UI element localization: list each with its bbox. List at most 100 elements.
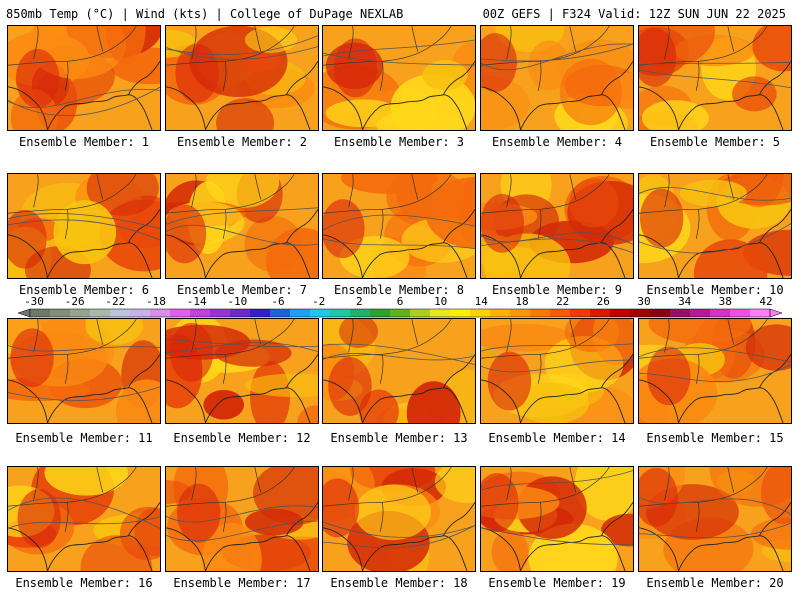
colorbar-swatch [70,309,91,317]
colorbar-swatch [750,309,771,317]
colorbar-swatch [230,309,251,317]
ensemble-map-panel [322,25,476,131]
colorbar-swatch [290,309,311,317]
ensemble-map-panel [7,466,161,572]
temperature-map [8,319,160,423]
colorbar-tick-label: 18 [515,295,528,308]
colorbar-swatch [430,309,451,317]
ensemble-member-label: Ensemble Member: 10 [646,283,784,297]
colorbar-tick-label: 6 [397,295,404,308]
colorbar-swatch [330,309,351,317]
colorbar-swatch [590,309,611,317]
colorbar-swatch [710,309,731,317]
temperature-colorbar: -30 -26 -22 -18 -14 -10 -6 -2 2 6 10 14 18 22 26 30 34 38… [0,294,800,320]
colorbar-tick-label: 2 [356,295,363,308]
colorbar-swatch [350,309,371,317]
colorbar-swatch [570,309,591,317]
colorbar-swatch [390,309,411,317]
ensemble-member-label: Ensemble Member: 18 [330,576,468,590]
colorbar-swatch [30,309,51,317]
temperature-map [639,174,791,278]
ensemble-map-panel [322,318,476,424]
ensemble-member-label: Ensemble Member: 13 [330,431,468,445]
ensemble-map-panel [480,466,634,572]
colorbar-swatch [470,309,491,317]
colorbar-swatch [270,309,291,317]
colorbar-tick-label: 14 [475,295,489,308]
colorbar-swatch [370,309,391,317]
ensemble-map-panel [165,173,319,279]
colorbar-swatch [510,309,531,317]
ensemble-map-panel [480,318,634,424]
ensemble-member-label: Ensemble Member: 5 [649,135,781,149]
colorbar-swatch [150,309,171,317]
colorbar-swatch [630,309,651,317]
colorbar-swatch [410,309,431,317]
temperature-map [323,26,475,130]
colorbar-tick-label: -30 [24,295,44,308]
ensemble-map-panel [638,318,792,424]
temperature-map [481,26,633,130]
colorbar-swatch [190,309,211,317]
colorbar-tick-label: 30 [637,295,650,308]
ensemble-map-panel [638,25,792,131]
ensemble-member-label: Ensemble Member: 7 [176,283,308,297]
colorbar-tick-label: 34 [678,295,692,308]
colorbar-swatch [170,309,191,317]
ensemble-map-panel [165,25,319,131]
ensemble-member-label: Ensemble Member: 16 [15,576,153,590]
colorbar-tick-label: -14 [187,295,207,308]
colorbar-tick-label: 38 [719,295,732,308]
ensemble-member-label: Ensemble Member: 12 [173,431,311,445]
colorbar-swatch [670,309,691,317]
ensemble-map-panel [7,173,161,279]
colorbar-swatch [310,309,331,317]
ensemble-map-panel [480,25,634,131]
colorbar-swatch [550,309,571,317]
colorbar-swatch [130,309,151,317]
ensemble-member-label: Ensemble Member: 9 [491,283,623,297]
temperature-map [8,467,160,571]
colorbar-tick-label: -2 [312,295,325,308]
ensemble-map-panel [165,318,319,424]
temperature-map [481,467,633,571]
temperature-map [323,467,475,571]
ensemble-map-panel [7,318,161,424]
temperature-map [8,174,160,278]
ensemble-member-label: Ensemble Member: 3 [333,135,465,149]
ensemble-member-label: Ensemble Member: 15 [646,431,784,445]
ensemble-map-panel [165,466,319,572]
colorbar-tick-label: 10 [434,295,447,308]
temperature-map [481,319,633,423]
ensemble-member-label: Ensemble Member: 20 [646,576,784,590]
colorbar-tick-label: -22 [105,295,125,308]
colorbar-swatch [110,309,131,317]
colorbar-tick-label: 22 [556,295,569,308]
ensemble-map-panel [480,173,634,279]
header-title: 850mb Temp (°C) | Wind (kts) | College o… [6,7,404,21]
ensemble-member-label: Ensemble Member: 2 [176,135,308,149]
temperature-map [639,319,791,423]
colorbar-swatch [50,309,71,317]
colorbar-tick-label: -10 [227,295,247,308]
colorbar-swatch [690,309,711,317]
temperature-map [323,319,475,423]
colorbar-swatch [730,309,751,317]
colorbar-swatch [490,309,511,317]
temperature-map [481,174,633,278]
ensemble-member-label: Ensemble Member: 19 [488,576,626,590]
header-run-info: 00Z GEFS | F324 Valid: 12Z SUN JUN 22 20… [482,7,786,21]
temperature-map [639,467,791,571]
temperature-map [166,319,318,423]
colorbar-svg: -30 -26 -22 -18 -14 -10 -6 -2 2 6 10 14 18 22 26 30 34 38… [17,295,783,318]
ensemble-member-label: Ensemble Member: 14 [488,431,626,445]
colorbar-swatch [530,309,551,317]
colorbar-swatch [90,309,111,317]
temperature-map [166,26,318,130]
colorbar-tick-label: -6 [271,295,284,308]
ensemble-map-panel [322,466,476,572]
colorbar-swatch [250,309,271,317]
temperature-map [8,26,160,130]
colorbar-swatch [650,309,671,317]
ensemble-member-label: Ensemble Member: 4 [491,135,623,149]
